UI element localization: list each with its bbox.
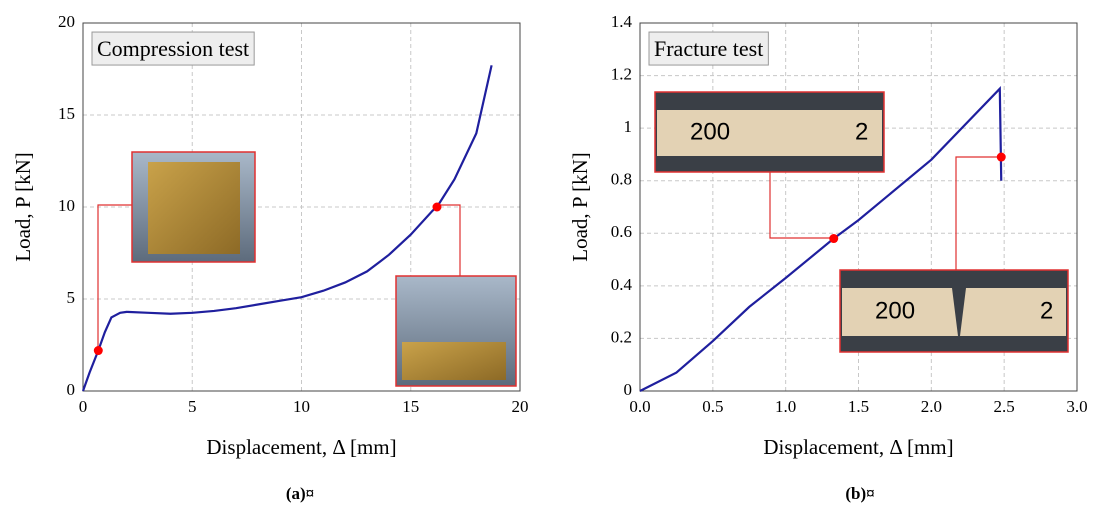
x-tick-label: 2.0 [921,397,942,416]
beam-left [842,288,958,336]
marker [93,346,103,356]
x-tick-label: 5 [188,397,197,416]
marker [829,234,839,244]
marker [996,152,1006,162]
beam-mark: 200 [875,297,915,324]
y-tick-label: 1.2 [611,64,632,83]
y-tick-label: 0 [67,380,76,399]
x-tick-label: 1.5 [848,397,869,416]
foam-cube [148,162,240,254]
beam [657,110,882,156]
plot-frame [639,22,1078,392]
connector [97,204,132,350]
y-tick-label: 5 [67,288,76,307]
marker [432,202,442,212]
plot-frame [82,22,521,392]
annotation: Fracture test [654,36,763,61]
x-tick-label: 20 [512,397,529,416]
x-tick-label: 1.0 [775,397,796,416]
x-tick-label: 2.5 [994,397,1015,416]
beam-mark: 2 [1040,297,1053,324]
y-tick-label: 15 [58,104,75,123]
y-tick-label: 0.6 [611,222,632,241]
beam-mark: 2 [855,118,868,145]
photo-insets: 200 2 200 2 [97,91,1069,387]
caption: (a)¤ [286,484,314,503]
y-tick-label: 0.2 [611,327,632,346]
x-tick-label: 15 [402,397,419,416]
x-tick-label: 10 [293,397,310,416]
beam-right [960,288,1066,336]
x-tick-label: 3.0 [1066,397,1087,416]
connector [438,204,461,276]
foam-crushed [402,342,506,380]
y-axis-label: Load, P [kN] [11,152,35,261]
annotation-box [91,31,255,66]
annotation: Compression test [97,36,249,61]
x-tick-label: 0.5 [702,397,723,416]
x-tick-label: 0.0 [629,397,650,416]
connector [769,172,834,239]
caption: (b)¤ [845,484,874,503]
x-axis-label: Displacement, Δ [mm] [206,435,396,459]
y-tick-label: 20 [58,12,75,31]
connector [955,156,1001,270]
annotation-box [648,31,769,66]
x-axis-label: Displacement, Δ [mm] [763,435,953,459]
line [639,86,1003,392]
y-axis-label: Load, P [kN] [568,152,592,261]
x-tick-label: 0 [79,397,88,416]
y-tick-label: 0.4 [611,275,633,294]
y-tick-label: 10 [58,196,75,215]
y-tick-label: 0.8 [611,170,632,189]
y-tick-label: 1 [624,117,633,136]
chart: 0 0.2 0.4 0.6 0.8 1 1.2 1.4 0.0 0.5 1.0 1.5 2.0 2.5 3.… [611,12,1088,416]
y-tick-label: 0 [624,380,633,399]
beam-mark: 200 [690,118,730,145]
y-tick-label: 1.4 [611,12,633,31]
chart: 0 5 10 15 20 0 5 10 15 20 [58,12,529,416]
line [81,65,493,392]
